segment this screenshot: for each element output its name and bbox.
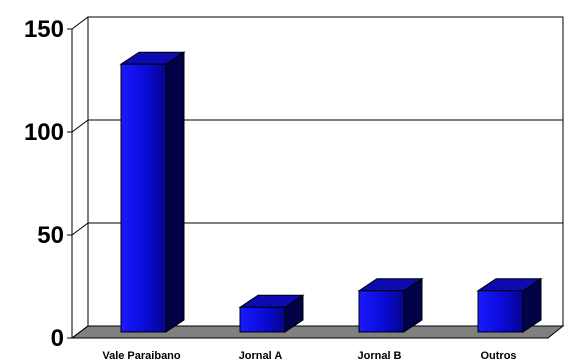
bar-group: [119, 51, 186, 333]
y-tick-label: 150: [24, 16, 64, 43]
bar: [358, 290, 405, 333]
bar: [120, 63, 167, 333]
y-tick-label: 50: [37, 222, 64, 249]
y-axis-diagonal: [71, 325, 89, 339]
x-tick-label: Jornal A: [239, 350, 283, 362]
bar-group: [238, 294, 305, 333]
y-axis-diagonal: [71, 16, 89, 30]
y-tick-label: 0: [51, 325, 64, 352]
y-axis-diagonal: [71, 222, 89, 236]
chart-back-wall: [87, 16, 564, 326]
x-tick-label: Jornal B: [357, 350, 401, 362]
x-tick-label: Vale Paraibano: [102, 350, 181, 362]
bar-side: [165, 51, 185, 333]
x-tick-label: Outros: [480, 350, 516, 362]
bar: [239, 306, 286, 333]
bar-group: [476, 277, 543, 333]
bar-group: [357, 277, 424, 333]
y-tick-label: 100: [24, 119, 64, 146]
bar: [477, 290, 524, 333]
y-axis-diagonal: [71, 119, 89, 133]
